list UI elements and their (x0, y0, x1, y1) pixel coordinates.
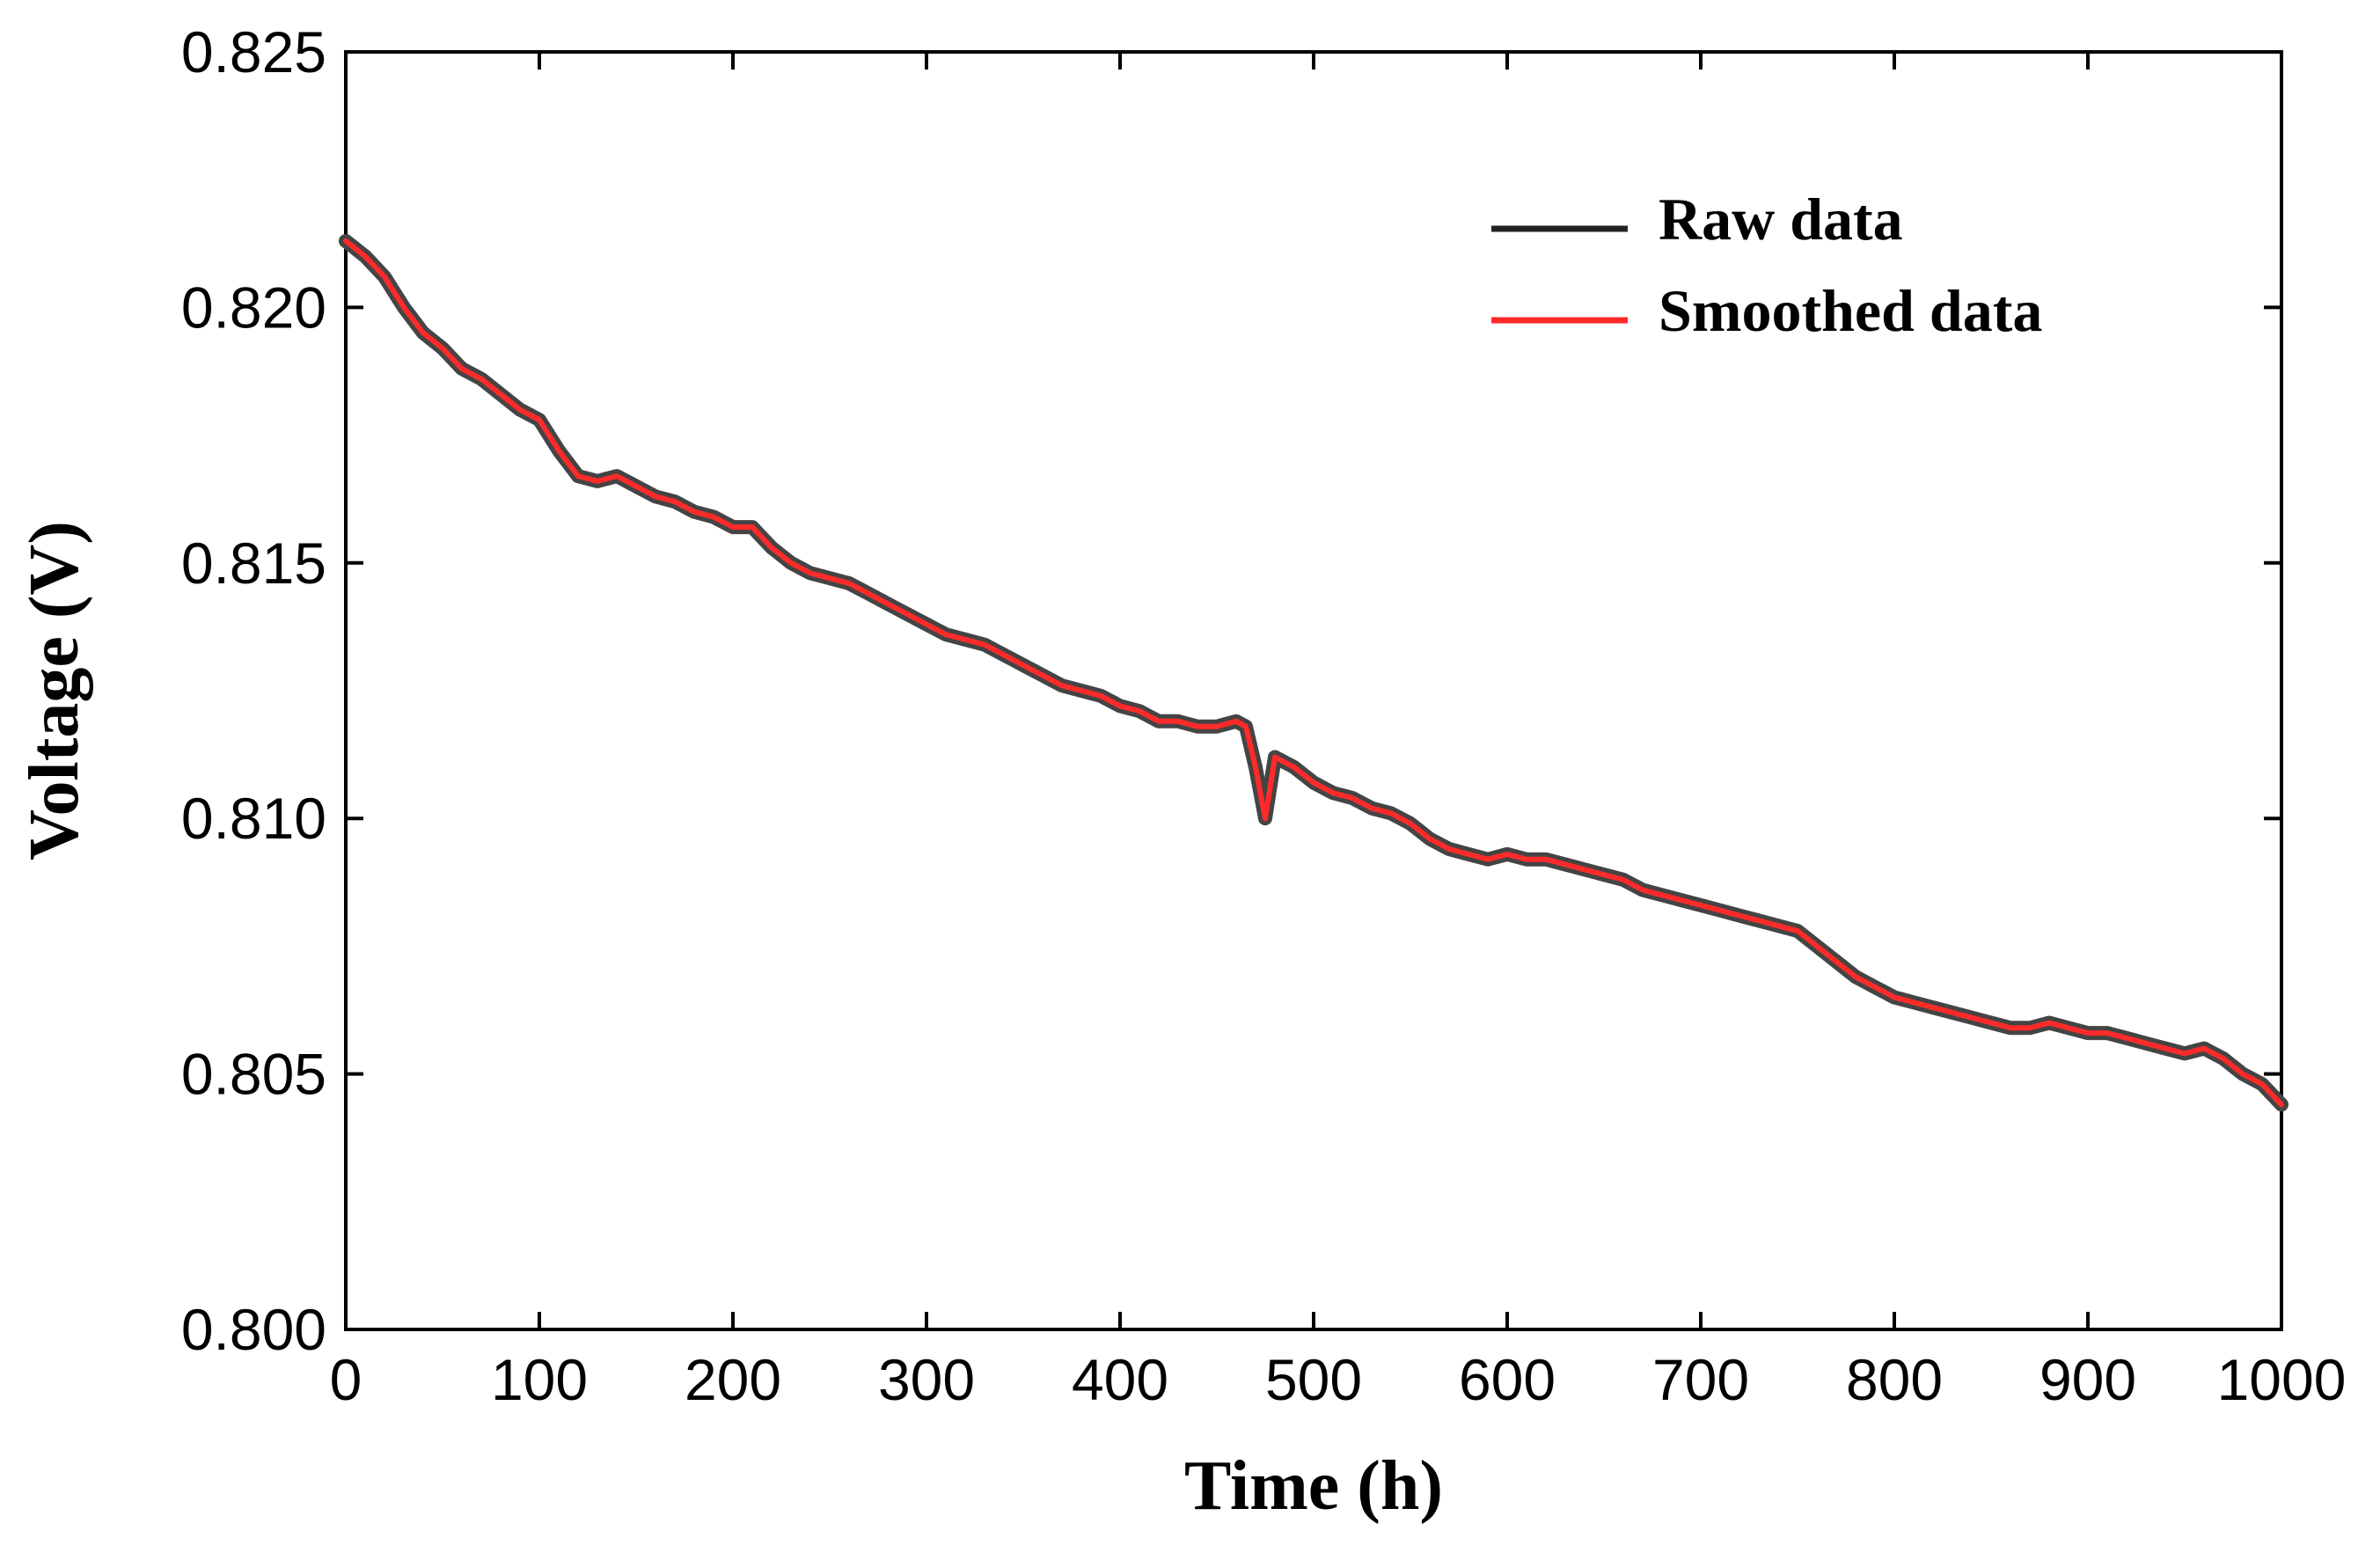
y-tick-label: 0.810 (181, 786, 326, 851)
x-tick-label: 300 (878, 1347, 975, 1412)
y-tick-label: 0.825 (181, 19, 326, 84)
x-tick-label: 1000 (2217, 1347, 2347, 1412)
y-axis-title: Voltage (V) (16, 521, 93, 860)
smoothed-data-line (343, 238, 2284, 1108)
y-tick-label: 0.805 (181, 1042, 326, 1107)
x-tick-label: 800 (1846, 1347, 1943, 1412)
legend-raw-label: Raw data (1659, 186, 1903, 253)
x-tick-label: 400 (1072, 1347, 1168, 1412)
y-tick-label: 0.820 (181, 275, 326, 340)
x-tick-label: 200 (685, 1347, 781, 1412)
y-tick-label: 0.800 (181, 1297, 326, 1362)
legend: Raw data Smoothed data (1491, 186, 2042, 344)
x-tick-label: 0 (330, 1347, 362, 1412)
legend-smoothed-label: Smoothed data (1659, 277, 2042, 344)
y-tick-label: 0.815 (181, 531, 326, 596)
x-tick-label: 700 (1652, 1347, 1749, 1412)
x-tick-label: 900 (2039, 1347, 2136, 1412)
x-tick-label: 500 (1265, 1347, 1362, 1412)
x-tick-label: 100 (491, 1347, 588, 1412)
x-axis-ticks: 0 100 200 300 400 500 600 700 800 900 1000 (330, 52, 2347, 1412)
y-axis-ticks: 0.800 0.805 0.810 0.815 0.820 0.825 (181, 19, 2281, 1362)
x-axis-title: Time (h) (1184, 1447, 1443, 1525)
series-layer (339, 233, 2288, 1112)
x-tick-label: 600 (1459, 1347, 1556, 1412)
